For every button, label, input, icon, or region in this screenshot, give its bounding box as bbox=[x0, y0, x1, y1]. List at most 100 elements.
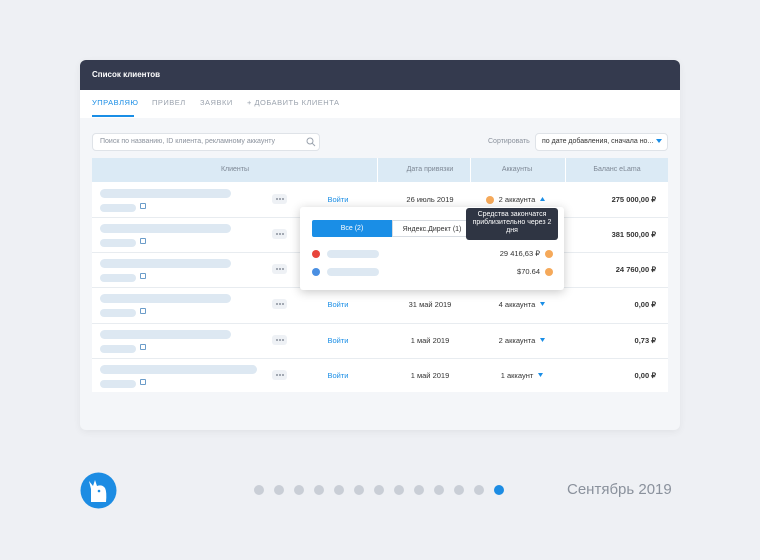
popup-tab[interactable]: Все (2) bbox=[312, 220, 392, 237]
link-date: 1 май 2019 bbox=[410, 371, 450, 380]
link-date: 26 июль 2019 bbox=[406, 195, 454, 204]
sort-value: по дате добавления, сначала но... bbox=[542, 138, 654, 145]
copy-icon[interactable] bbox=[140, 238, 146, 244]
link-date: 31 май 2019 bbox=[408, 300, 452, 309]
service-icon bbox=[312, 250, 320, 258]
more-dot bbox=[279, 303, 281, 305]
toggle-arrow[interactable] bbox=[539, 338, 546, 343]
id-placeholder bbox=[100, 239, 136, 247]
login-link[interactable]: Войти bbox=[327, 300, 349, 309]
sort-label: Сортировать bbox=[488, 138, 530, 145]
account-placeholder bbox=[327, 268, 379, 276]
table-header bbox=[92, 158, 668, 182]
warning-icon bbox=[545, 268, 553, 276]
account-placeholder bbox=[327, 250, 379, 258]
footer-date: Сентябрь 2019 bbox=[567, 481, 672, 498]
more-dot bbox=[276, 339, 278, 341]
tab[interactable]: УПРАВЛЯЮ bbox=[92, 98, 139, 107]
link-date: 1 май 2019 bbox=[410, 336, 450, 345]
tab-bar bbox=[80, 90, 680, 118]
more-dot bbox=[282, 198, 284, 200]
id-placeholder bbox=[100, 380, 136, 388]
more-dot bbox=[279, 233, 281, 235]
more-dot bbox=[279, 268, 281, 270]
balance: 0,00 ₽ bbox=[634, 371, 656, 380]
copy-icon[interactable] bbox=[140, 273, 146, 279]
search-icon bbox=[306, 137, 316, 147]
more-dot bbox=[282, 233, 284, 235]
name-placeholder bbox=[100, 189, 231, 198]
accounts-count[interactable]: 2 аккаунта bbox=[498, 195, 536, 204]
copy-icon[interactable] bbox=[140, 379, 146, 385]
column-header: Дата привязки bbox=[406, 166, 454, 173]
column-divider bbox=[470, 158, 471, 182]
balance: 381 500,00 ₽ bbox=[611, 230, 656, 239]
more-dot bbox=[276, 198, 278, 200]
account-amount: 29 416,63 ₽ bbox=[499, 249, 540, 258]
tab[interactable]: + ДОБАВИТЬ КЛИЕНТА bbox=[247, 98, 340, 107]
name-placeholder bbox=[100, 330, 231, 339]
more-dot bbox=[282, 339, 284, 341]
toggle-arrow[interactable] bbox=[537, 373, 544, 378]
accounts-count[interactable]: 1 аккаунт bbox=[500, 371, 534, 380]
more-dot bbox=[279, 374, 281, 376]
tab[interactable]: ЗАЯВКИ bbox=[200, 98, 233, 107]
copy-icon[interactable] bbox=[140, 344, 146, 350]
tab[interactable]: ПРИВЕЛ bbox=[152, 98, 186, 107]
balance: 0,00 ₽ bbox=[634, 300, 656, 309]
more-dot bbox=[276, 303, 278, 305]
page-title: Список клиентов bbox=[92, 70, 161, 79]
warning-icon bbox=[545, 250, 553, 258]
tab-underline bbox=[92, 115, 134, 117]
name-placeholder bbox=[100, 224, 231, 233]
more-dot bbox=[282, 303, 284, 305]
search-placeholder: Поиск по названию, ID клиента, рекламном… bbox=[100, 138, 276, 145]
login-link[interactable]: Войти bbox=[327, 195, 349, 204]
name-placeholder bbox=[100, 365, 257, 374]
id-placeholder bbox=[100, 204, 136, 212]
pagination bbox=[254, 485, 504, 495]
more-dot bbox=[279, 198, 281, 200]
column-divider bbox=[565, 158, 566, 182]
more-dot bbox=[276, 268, 278, 270]
accounts-count[interactable]: 4 аккаунта bbox=[498, 300, 536, 309]
name-placeholder bbox=[100, 259, 231, 268]
login-link[interactable]: Войти bbox=[327, 371, 349, 380]
copy-icon[interactable] bbox=[140, 308, 146, 314]
more-dot bbox=[276, 374, 278, 376]
balance: 275 000,00 ₽ bbox=[611, 195, 656, 204]
name-placeholder bbox=[100, 294, 231, 303]
tooltip-box bbox=[466, 208, 558, 240]
card-header bbox=[80, 60, 680, 90]
column-header: Баланс eLama bbox=[593, 166, 641, 173]
accounts-count[interactable]: 2 аккаунта bbox=[498, 336, 536, 345]
warning-icon bbox=[485, 196, 494, 204]
copy-icon[interactable] bbox=[140, 203, 146, 209]
service-icon bbox=[312, 268, 320, 276]
tooltip-text: Средства закончатся приблизительно через… bbox=[472, 211, 552, 234]
balance: 24 760,00 ₽ bbox=[615, 265, 656, 274]
search-box[interactable] bbox=[92, 133, 320, 151]
toggle-arrow[interactable] bbox=[539, 302, 546, 307]
popup-tab[interactable]: Яндекс.Директ (1) bbox=[392, 220, 472, 237]
row-divider bbox=[92, 358, 668, 359]
balance: 0,73 ₽ bbox=[634, 336, 656, 345]
id-placeholder bbox=[100, 309, 136, 317]
column-divider bbox=[377, 158, 378, 182]
sort-arrow bbox=[656, 139, 662, 143]
column-header: Клиенты bbox=[220, 166, 250, 173]
logo bbox=[80, 472, 117, 509]
sort-select[interactable] bbox=[535, 133, 668, 151]
more-dot bbox=[282, 374, 284, 376]
account-amount: $70.64 bbox=[517, 267, 540, 276]
more-dot bbox=[282, 268, 284, 270]
more-dot bbox=[279, 339, 281, 341]
column-header: Аккаунты bbox=[501, 166, 533, 173]
login-link[interactable]: Войти bbox=[327, 336, 349, 345]
id-placeholder bbox=[100, 345, 136, 353]
row-divider bbox=[92, 323, 668, 324]
id-placeholder bbox=[100, 274, 136, 282]
more-dot bbox=[276, 233, 278, 235]
toggle-arrow[interactable] bbox=[539, 197, 546, 202]
